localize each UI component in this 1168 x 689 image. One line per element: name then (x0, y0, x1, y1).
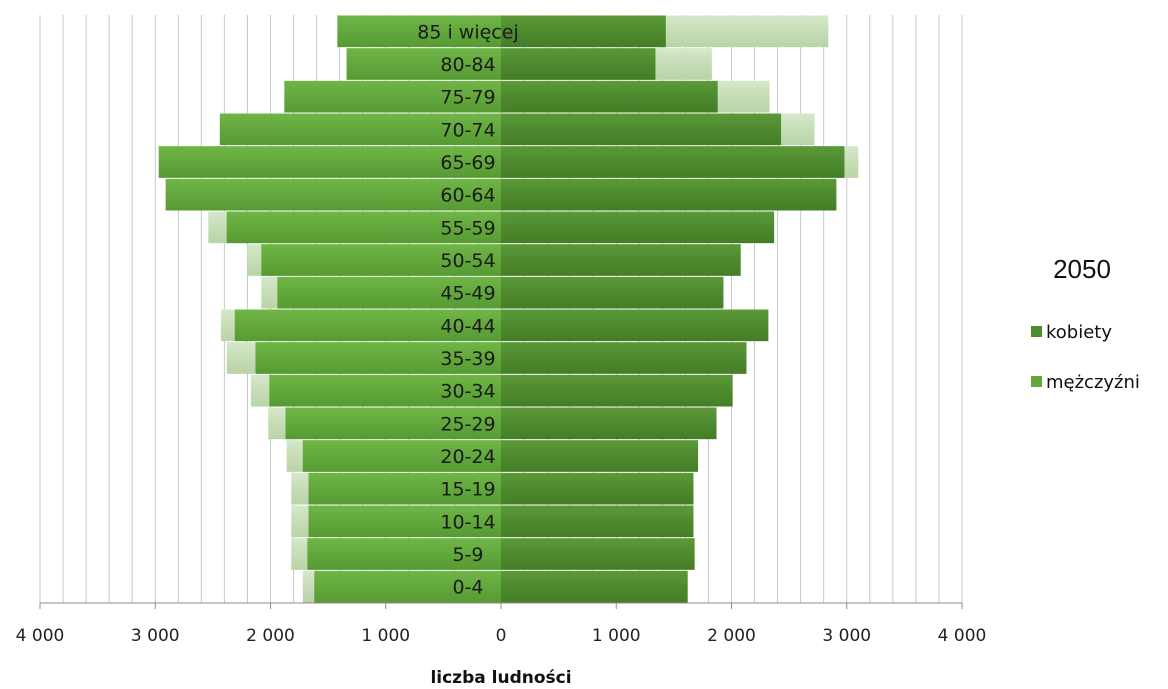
bar-mezczyzni (255, 342, 501, 374)
bar-mezczyzni (302, 440, 501, 472)
bar-kobiety (501, 146, 845, 178)
x-tick-label: 1 000 (361, 626, 410, 646)
bar-mezczyzni (284, 80, 501, 113)
bar-kobiety (501, 309, 769, 342)
bar-mezczyzni (307, 538, 501, 570)
x-tick-label: 1 000 (592, 626, 641, 646)
bar-mezczyzni (219, 113, 502, 146)
legend: 2050 kobiety mężczyźni (1031, 254, 1140, 393)
bar-kobiety (501, 374, 733, 407)
bar-mezczyzni (337, 15, 501, 48)
x-tick-label: 4 000 (16, 626, 65, 646)
bar-mezczyzni (308, 472, 501, 505)
bar-kobiety (501, 538, 695, 570)
bar-kobiety (501, 211, 775, 244)
x-tick-label: 0 (496, 626, 507, 646)
age-group-label: 5-9 (452, 544, 483, 566)
age-group-label: 30-34 (440, 381, 495, 403)
bar-mezczyzni (158, 146, 501, 178)
bar-kobiety (501, 113, 782, 146)
legend-swatch-kobiety (1031, 326, 1042, 337)
legend-swatch-mezczyzni (1031, 376, 1042, 387)
gridlines (39, 15, 963, 603)
age-group-label: 70-74 (440, 119, 495, 141)
legend-label-mezczyzni: mężczyźni (1046, 372, 1140, 393)
bar-mezczyzni (346, 48, 501, 80)
bar-kobiety (501, 440, 699, 472)
x-tick-label: 4 000 (938, 626, 987, 646)
bar-kobiety (501, 505, 694, 538)
age-group-label: 35-39 (440, 348, 495, 370)
bar-kobiety (501, 276, 724, 309)
population-bars (158, 15, 845, 603)
age-group-label: 20-24 (440, 446, 495, 468)
bar-mezczyzni (269, 374, 501, 407)
age-group-label: 10-14 (440, 511, 495, 533)
bar-mezczyzni (261, 244, 501, 276)
bar-kobiety (501, 342, 747, 374)
bar-kobiety (501, 80, 718, 113)
x-tick-label: 3 000 (822, 626, 871, 646)
bar-mezczyzni (234, 309, 501, 342)
legend-label-kobiety: kobiety (1046, 322, 1112, 343)
bar-mezczyzni (165, 178, 501, 211)
bar-kobiety (501, 407, 717, 440)
bar-kobiety (501, 178, 837, 211)
bar-mezczyzni (308, 505, 501, 538)
x-tick-label: 3 000 (131, 626, 180, 646)
age-group-label: 75-79 (440, 87, 495, 109)
age-group-labels: 0-4 5-9 10-14 15-19 20-24 25-29 30-34 35-39 40-4… (417, 21, 518, 598)
age-group-label: 80-84 (440, 54, 495, 76)
x-axis: 4 000 3 000 2 000 1 000 0 1 000 2 000 3 000 4 00… (16, 602, 987, 646)
age-group-label: 60-64 (440, 185, 495, 207)
age-group-label: 65-69 (440, 152, 495, 174)
age-group-label: 40-44 (440, 315, 495, 337)
age-group-label: 45-49 (440, 283, 495, 305)
bar-kobiety (501, 570, 688, 603)
age-group-label: 85 i więcej (417, 21, 518, 43)
age-group-label: 25-29 (440, 413, 495, 435)
age-group-label: 0-4 (452, 577, 483, 599)
bar-kobiety (501, 15, 666, 48)
bar-mezczyzni (277, 276, 501, 309)
bar-mezczyzni (314, 570, 501, 603)
x-tick-label: 2 000 (246, 626, 295, 646)
x-axis-title: liczba ludności (430, 668, 571, 688)
age-group-label: 15-19 (440, 479, 495, 501)
legend-title: 2050 (1053, 254, 1111, 284)
bar-kobiety (501, 48, 656, 80)
bar-mezczyzni (285, 407, 501, 440)
age-group-label: 50-54 (440, 250, 495, 272)
x-tick-label: 2 000 (707, 626, 756, 646)
bar-kobiety (501, 244, 741, 276)
age-group-label: 55-59 (440, 217, 495, 239)
bar-mezczyzni (226, 211, 501, 244)
bar-kobiety (501, 472, 694, 505)
